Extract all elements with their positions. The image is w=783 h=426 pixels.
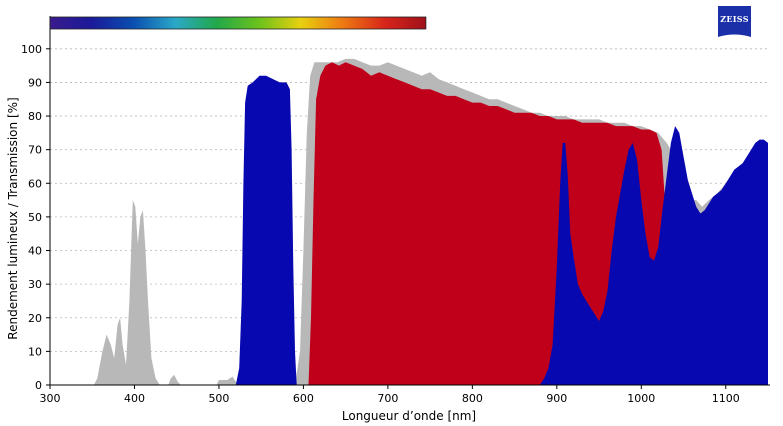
axes (49, 16, 770, 386)
zeiss-logo-text: ZEISS (720, 14, 749, 24)
y-tick-label-60: 60 (28, 177, 42, 190)
y-axis-label: Rendement lumineux / Transmission [%] (6, 97, 20, 339)
series-area-2 (235, 75, 769, 385)
x-tick-label-900: 900 (546, 392, 567, 405)
spectrum-color-bar (49, 16, 427, 30)
y-tick-label-90: 90 (28, 76, 42, 89)
x-tick-label-1000: 1000 (627, 392, 655, 405)
y-tick-label-20: 20 (28, 312, 42, 325)
y-tick-label-10: 10 (28, 345, 42, 358)
x-tick-label-500: 500 (208, 392, 229, 405)
x-tick-label-800: 800 (462, 392, 483, 405)
y-tick-label-40: 40 (28, 245, 42, 258)
x-tick-label-400: 400 (124, 392, 145, 405)
tick-labels: 0 10 20 30 40 50 60 70 80 90 100 300 400 500 600 700 800… (21, 43, 740, 405)
y-tick-label-30: 30 (28, 278, 42, 291)
y-tick-label-50: 50 (28, 211, 42, 224)
y-tick-label-70: 70 (28, 144, 42, 157)
x-tick-label-700: 700 (377, 392, 398, 405)
y-tick-label-0: 0 (35, 379, 42, 392)
x-tick-label-600: 600 (293, 392, 314, 405)
zeiss-logo-shape (718, 6, 751, 37)
x-tick-label-1100: 1100 (712, 392, 740, 405)
x-axis-label: Longueur d’onde [nm] (342, 409, 476, 423)
y-tick-label-80: 80 (28, 110, 42, 123)
x-tick-label-300: 300 (40, 392, 61, 405)
zeiss-logo: ZEISS (718, 6, 751, 37)
series-areas (93, 58, 769, 386)
y-tick-label-100: 100 (21, 43, 42, 56)
